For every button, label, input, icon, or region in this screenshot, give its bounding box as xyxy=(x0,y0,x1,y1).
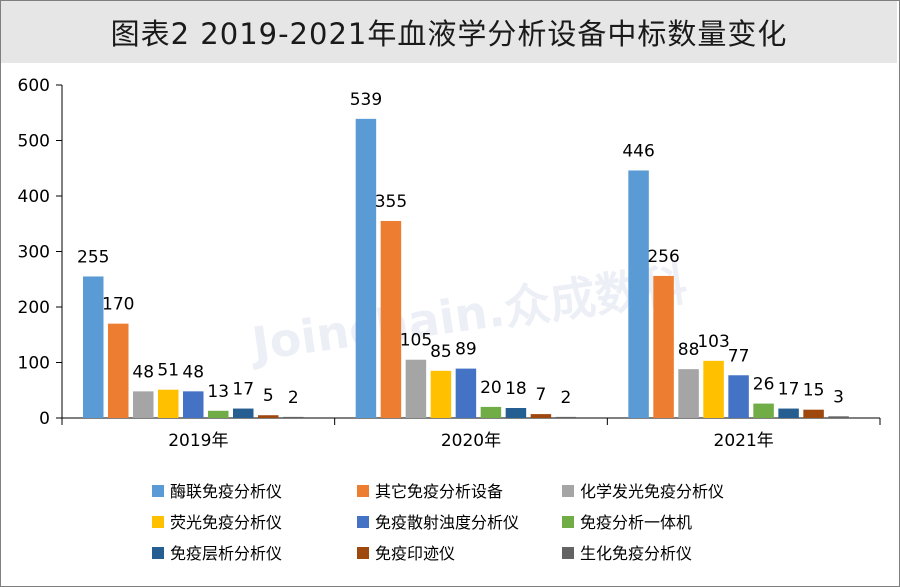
data-label: 51 xyxy=(157,361,179,381)
legend-label: 生化免疫分析仪 xyxy=(580,544,692,563)
data-label: 85 xyxy=(430,342,452,362)
legend-label: 荧光免疫分析仪 xyxy=(170,513,282,532)
bar xyxy=(778,409,799,418)
bar xyxy=(133,391,154,418)
data-label: 17 xyxy=(232,380,254,400)
bar xyxy=(556,417,577,418)
y-tick-label: 400 xyxy=(18,187,50,207)
legend-swatch xyxy=(562,485,574,497)
y-axis: 0 100 200 300 400 500 600 xyxy=(18,76,62,429)
bar xyxy=(208,411,229,418)
data-label: 539 xyxy=(350,90,382,110)
bar xyxy=(678,369,699,418)
bar xyxy=(653,276,674,418)
legend-swatch xyxy=(152,516,164,528)
bar xyxy=(356,119,377,418)
data-label: 170 xyxy=(102,295,134,315)
bar xyxy=(828,416,849,418)
data-label: 3 xyxy=(833,387,844,407)
x-axis: 2019年 2020年 2021年 xyxy=(62,418,880,451)
legend-swatch xyxy=(152,547,164,559)
legend-swatch xyxy=(357,516,369,528)
bar xyxy=(183,391,204,418)
data-label: 13 xyxy=(207,382,229,402)
bar xyxy=(628,170,649,418)
bar xyxy=(406,360,427,418)
legend-label: 其它免疫分析设备 xyxy=(375,482,503,501)
x-tick-label: 2019年 xyxy=(168,431,228,451)
data-label: 2 xyxy=(288,388,299,408)
legend-label: 化学发光免疫分析仪 xyxy=(580,482,724,501)
bar xyxy=(803,410,824,418)
bar xyxy=(83,276,104,418)
bar xyxy=(258,415,279,418)
data-label: 17 xyxy=(778,380,800,400)
data-label: 2 xyxy=(561,388,572,408)
data-label: 15 xyxy=(803,381,825,401)
legend-swatch xyxy=(357,547,369,559)
y-tick-label: 600 xyxy=(18,76,50,96)
bar xyxy=(431,371,452,418)
bar xyxy=(506,408,526,418)
legend-label: 免疫分析一体机 xyxy=(580,513,692,532)
y-tick-label: 300 xyxy=(18,243,50,263)
legend-swatch xyxy=(562,547,574,559)
data-label: 105 xyxy=(400,331,432,351)
data-label: 88 xyxy=(678,340,700,360)
bar xyxy=(381,221,402,418)
legend-swatch xyxy=(562,516,574,528)
x-tick-label: 2020年 xyxy=(441,431,501,451)
data-label: 355 xyxy=(375,192,407,212)
data-label: 446 xyxy=(622,141,654,161)
legend-label: 酶联免疫分析仪 xyxy=(170,482,282,501)
legend-label: 免疫层析分析仪 xyxy=(170,544,282,563)
legend-label: 免疫印迹仪 xyxy=(375,544,455,563)
legend-label: 免疫散射浊度分析仪 xyxy=(375,513,519,532)
y-tick-label: 0 xyxy=(39,409,50,429)
bar xyxy=(531,414,552,418)
bar xyxy=(703,361,724,418)
bar-chart: 0100200300400500600 2019年 2020年 2021年 2551… xyxy=(0,0,900,587)
bar xyxy=(158,390,179,418)
data-label: 5 xyxy=(263,386,274,406)
y-tick-label: 200 xyxy=(18,298,50,318)
bar xyxy=(728,375,749,418)
y-tick-label: 500 xyxy=(18,132,50,152)
bar xyxy=(753,404,774,418)
data-label: 103 xyxy=(697,332,729,352)
legend-swatch xyxy=(152,485,164,497)
y-tick-label: 100 xyxy=(18,354,50,374)
bar xyxy=(481,407,502,418)
data-label: 89 xyxy=(455,340,477,360)
data-label: 77 xyxy=(728,346,750,366)
data-label: 26 xyxy=(753,375,775,395)
data-label: 18 xyxy=(505,379,527,399)
bar xyxy=(108,324,129,418)
data-label: 255 xyxy=(77,247,109,267)
bar xyxy=(233,409,254,418)
bar xyxy=(456,369,477,418)
bar xyxy=(283,417,304,418)
data-label: 256 xyxy=(647,247,679,267)
legend-swatch xyxy=(357,485,369,497)
x-tick-label: 2021年 xyxy=(714,431,774,451)
data-label: 20 xyxy=(480,378,502,398)
data-label: 7 xyxy=(536,385,547,405)
data-label: 48 xyxy=(182,362,204,382)
data-label: 48 xyxy=(132,362,154,382)
